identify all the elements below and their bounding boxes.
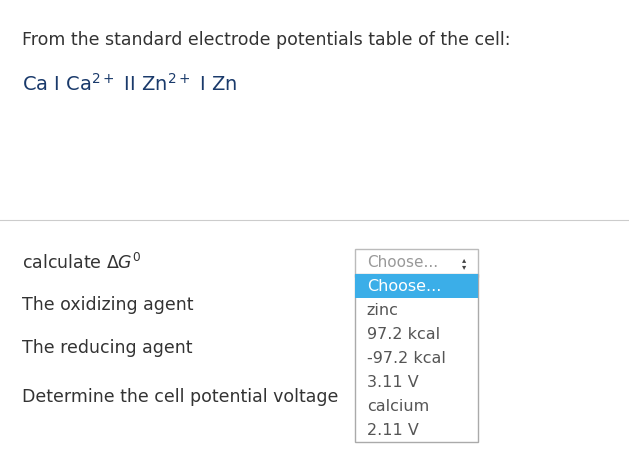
Text: calcium: calcium bbox=[367, 399, 429, 414]
Text: Choose...: Choose... bbox=[367, 255, 438, 271]
FancyBboxPatch shape bbox=[355, 274, 478, 442]
Text: Choose...: Choose... bbox=[367, 279, 441, 294]
Text: ▾: ▾ bbox=[462, 262, 466, 272]
Text: Ca I Ca$^{2+}$ II Zn$^{2+}$ I Zn: Ca I Ca$^{2+}$ II Zn$^{2+}$ I Zn bbox=[22, 73, 237, 95]
Text: calculate $\Delta G^0$: calculate $\Delta G^0$ bbox=[22, 253, 142, 272]
Text: The oxidizing agent: The oxidizing agent bbox=[22, 296, 194, 314]
Text: From the standard electrode potentials table of the cell:: From the standard electrode potentials t… bbox=[22, 31, 511, 49]
Text: Determine the cell potential voltage: Determine the cell potential voltage bbox=[22, 388, 338, 406]
Text: The reducing agent: The reducing agent bbox=[22, 339, 192, 357]
Text: 2.11 V: 2.11 V bbox=[367, 423, 418, 438]
FancyBboxPatch shape bbox=[355, 249, 478, 277]
Text: -97.2 kcal: -97.2 kcal bbox=[367, 351, 445, 366]
Text: 97.2 kcal: 97.2 kcal bbox=[367, 327, 440, 342]
Text: ▴: ▴ bbox=[462, 254, 466, 264]
FancyBboxPatch shape bbox=[355, 274, 478, 298]
Text: 3.11 V: 3.11 V bbox=[367, 375, 418, 390]
Text: zinc: zinc bbox=[367, 303, 399, 318]
